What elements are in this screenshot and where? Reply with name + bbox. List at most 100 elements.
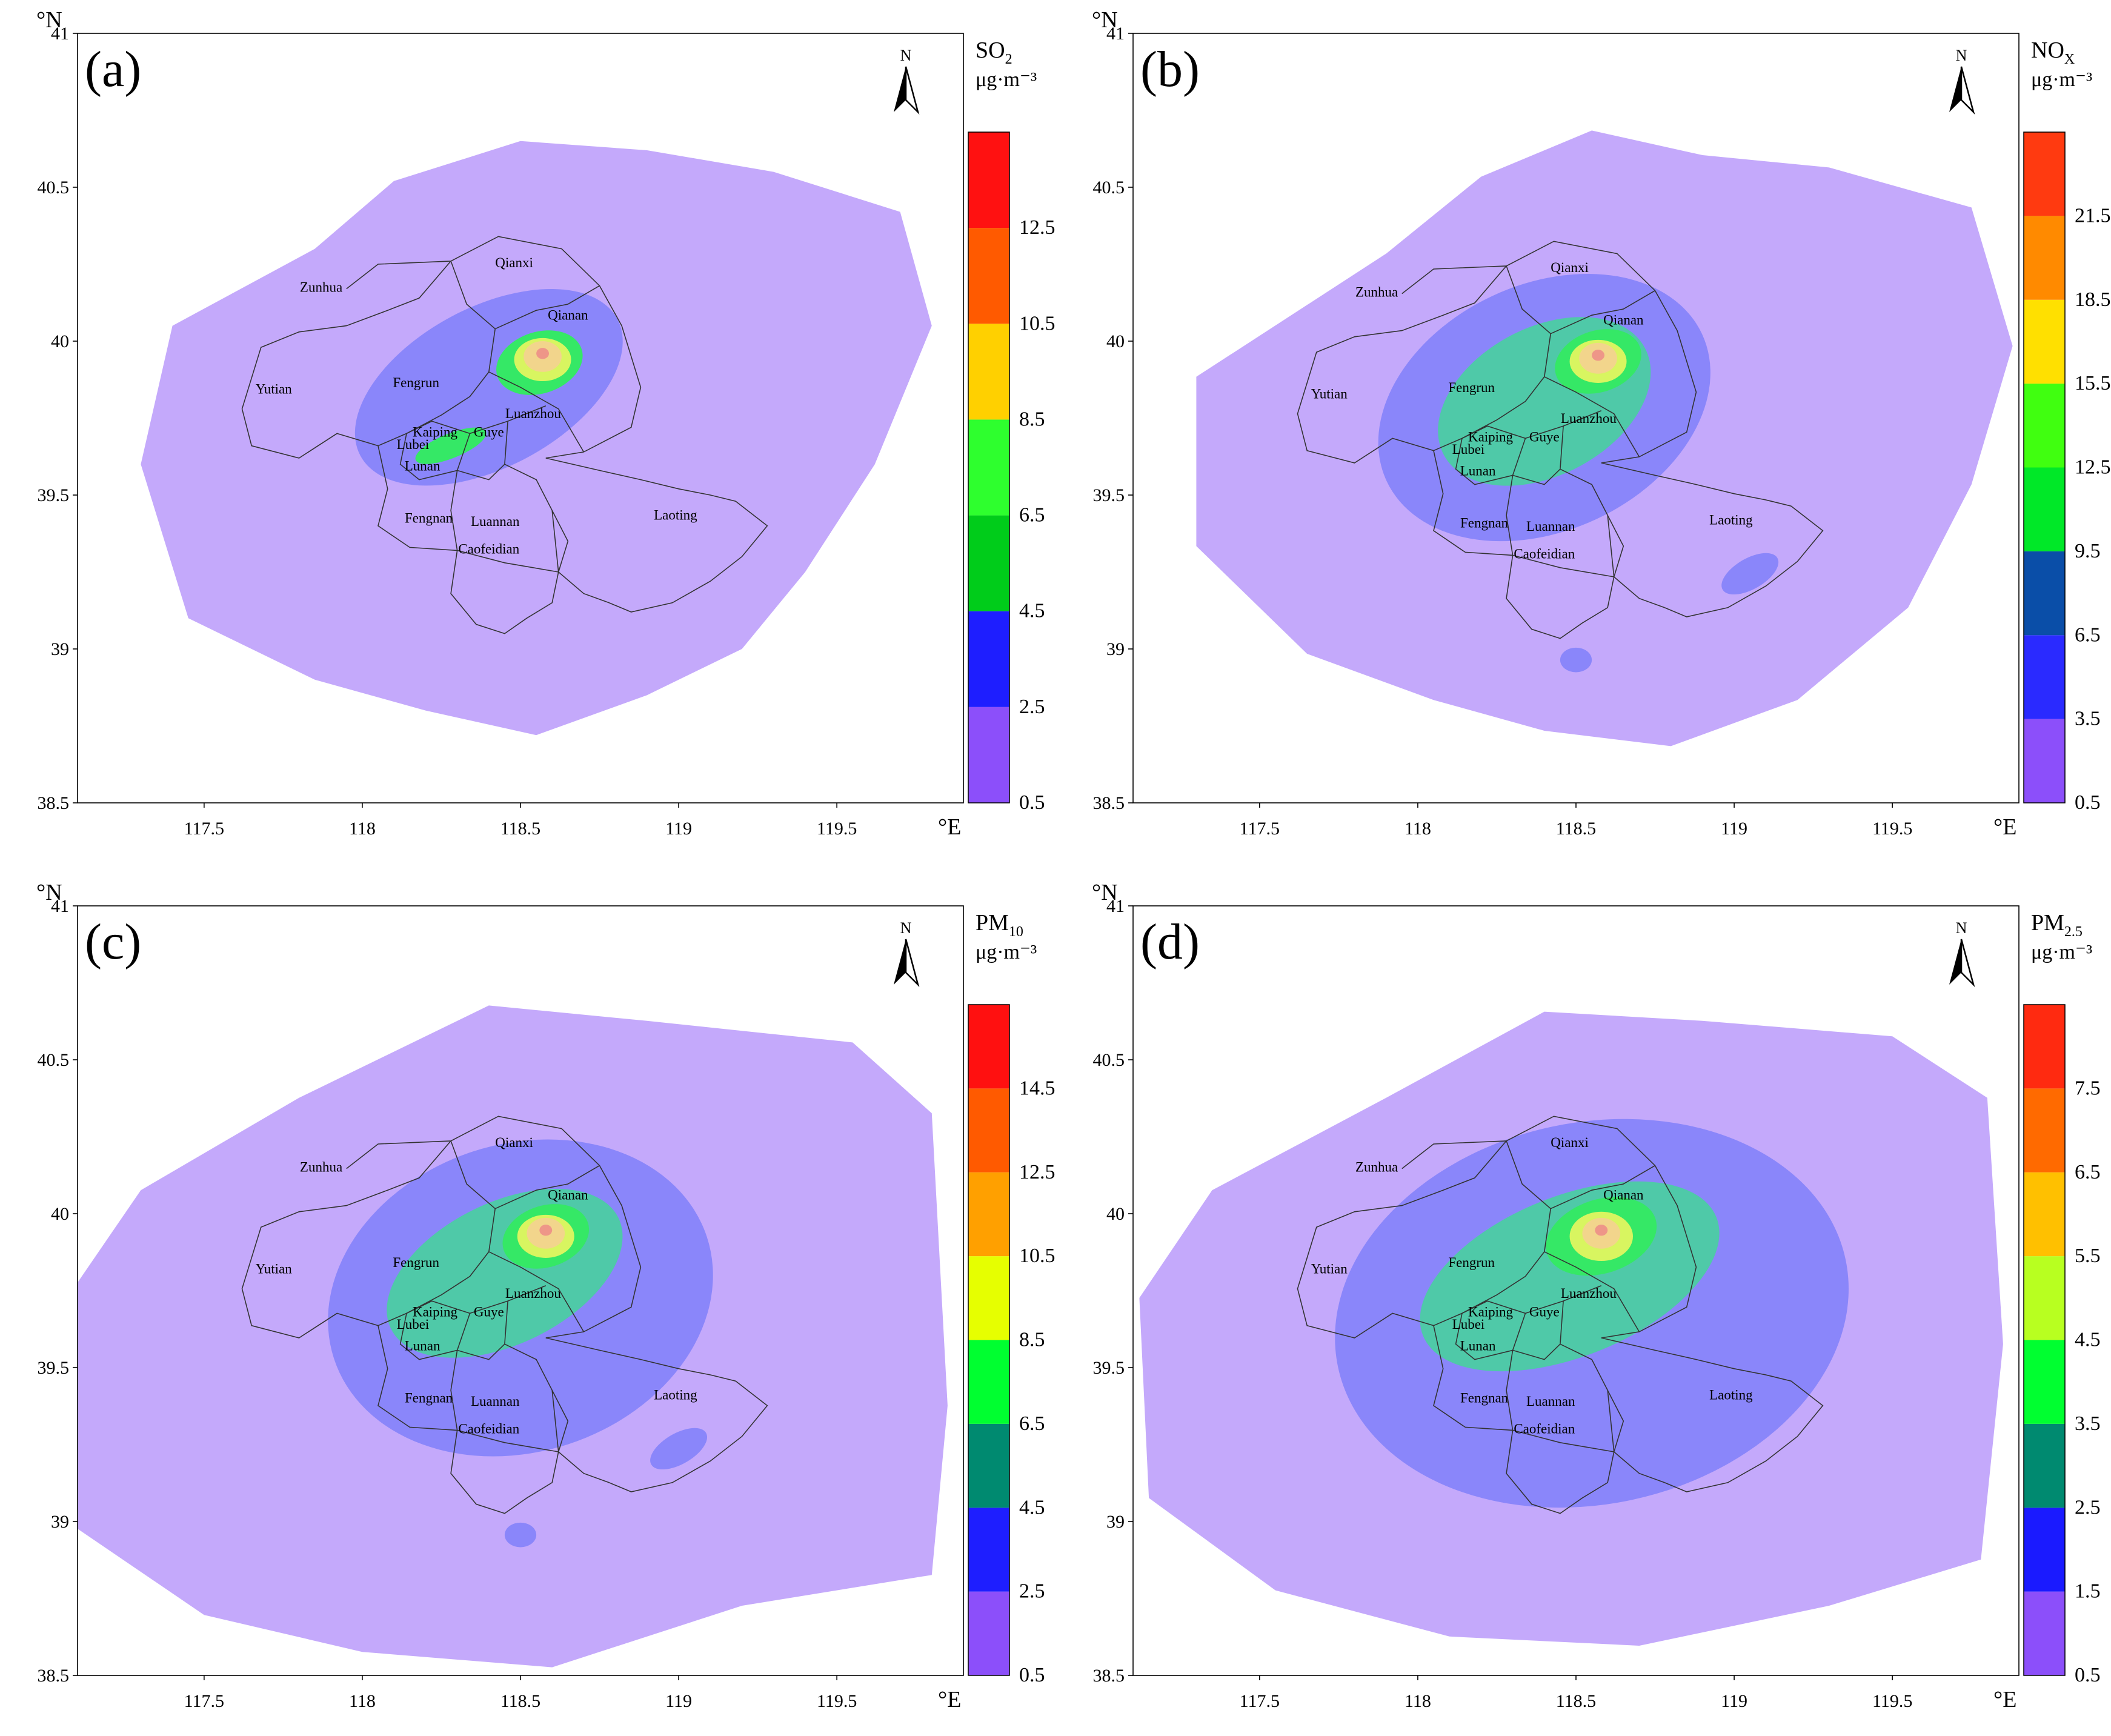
legend-value: 1.5 xyxy=(2075,1580,2101,1603)
legend-value: 4.5 xyxy=(1019,1496,1045,1518)
legend-value: 12.5 xyxy=(2075,456,2111,479)
legend-value: 14.5 xyxy=(1019,1077,1056,1099)
legend-swatch xyxy=(968,1340,1009,1424)
district-label-guye: Guye xyxy=(1529,429,1560,444)
north-arrow-icon: N xyxy=(894,47,920,115)
lat-tick-label: 40.5 xyxy=(1093,1050,1125,1070)
district-label-qianan: Qianan xyxy=(1603,1187,1644,1202)
district-boundary xyxy=(406,1285,547,1314)
legend-swatch xyxy=(2024,1005,2065,1089)
district-label-fengnan: Fengnan xyxy=(1460,516,1509,531)
legend-value: 0.5 xyxy=(1019,791,1045,814)
district-boundary xyxy=(494,1165,600,1209)
lon-tick-label: 118.5 xyxy=(1556,1691,1596,1711)
legend-value: 18.5 xyxy=(2075,288,2111,311)
district-label-zunhua: Zunhua xyxy=(300,280,342,295)
legend-swatch xyxy=(968,228,1009,324)
legend-value: 6.5 xyxy=(1019,1412,1045,1435)
legend-frame xyxy=(968,1004,1010,1676)
lat-tick-label: 40.5 xyxy=(38,178,70,198)
legend-swatch xyxy=(2024,1591,2065,1675)
district-label-zunhua: Zunhua xyxy=(300,1160,342,1175)
district-boundary xyxy=(399,433,471,481)
district-label-lubei: Lubei xyxy=(397,437,430,452)
district-label-kaiping: Kaiping xyxy=(1468,429,1514,444)
legend-swatch xyxy=(2024,1340,2065,1424)
district-label-zunhua: Zunhua xyxy=(1355,285,1398,300)
lat-tick-label: 40 xyxy=(1106,331,1125,351)
north-arrow-icon: N xyxy=(1949,919,1975,988)
district-label-qianxi: Qianxi xyxy=(495,1135,533,1150)
district-label-kaiping: Kaiping xyxy=(413,424,458,439)
lat-tick-label: 41 xyxy=(1106,896,1125,916)
panel-label: (c) xyxy=(85,914,141,970)
north-arrow-icon: N xyxy=(1949,47,1975,115)
district-boundary xyxy=(1297,265,1552,464)
district-label-qianxi: Qianxi xyxy=(1551,1135,1589,1150)
district-label-qianxi: Qianxi xyxy=(495,255,533,270)
district-label-caofeidian: Caofeidian xyxy=(458,1422,519,1437)
legend-value: 10.5 xyxy=(1019,1245,1056,1267)
map-a: Qianxi Zunhua Qianan Fengrun Yutian Luanzhou K… xyxy=(36,7,1056,840)
lon-unit: °E xyxy=(938,1687,961,1712)
district-boundary xyxy=(494,285,600,330)
district-boundary xyxy=(1601,462,1824,617)
lon-unit: °E xyxy=(938,814,961,840)
lon-tick-label: 119.5 xyxy=(1872,819,1912,839)
district-boundary xyxy=(1544,1251,1640,1332)
district-boundary xyxy=(551,510,569,573)
district-boundary xyxy=(450,1350,559,1514)
contour-zone2 xyxy=(1721,553,1779,595)
legend-unit: μg·m⁻³ xyxy=(976,68,1037,91)
legend-frame xyxy=(2023,131,2066,803)
district-boundary xyxy=(241,261,496,459)
legend-unit: μg·m⁻³ xyxy=(2031,68,2092,91)
legend-value: 6.5 xyxy=(2075,624,2101,646)
legend-swatch xyxy=(968,419,1009,516)
lat-tick-label: 40 xyxy=(51,331,69,351)
district-label-luannan: Luannan xyxy=(1526,1394,1575,1409)
district-label-yutian: Yutian xyxy=(1311,386,1348,401)
lon-tick-label: 118 xyxy=(349,819,376,839)
lat-unit: °N xyxy=(1092,880,1118,905)
lat-tick-label: 39 xyxy=(51,1512,69,1532)
lat-tick-label: 39 xyxy=(1106,1512,1125,1532)
legend-swatch xyxy=(2024,1088,2065,1172)
district-label-yutian: Yutian xyxy=(256,1261,293,1276)
legend-title: NOX xyxy=(2031,38,2075,67)
contour-zone2 xyxy=(504,1522,537,1548)
legend-value: 21.5 xyxy=(2075,204,2111,227)
district-label-fengrun: Fengrun xyxy=(393,375,439,390)
district-label-fengrun: Fengrun xyxy=(1448,380,1495,395)
district-label-kaiping: Kaiping xyxy=(413,1304,458,1319)
district-boundary xyxy=(488,1251,585,1332)
panel-label: (a) xyxy=(85,41,141,98)
legend-value: 5.5 xyxy=(2075,1245,2101,1267)
district-label-luannan: Luannan xyxy=(1526,519,1575,534)
legend-swatch xyxy=(968,1508,1009,1592)
district-boundary xyxy=(1512,426,1564,485)
lat-unit: °N xyxy=(36,880,62,905)
lon-tick-label: 117.5 xyxy=(1240,819,1280,839)
lat-tick-label: 38.5 xyxy=(1093,1666,1125,1686)
district-label-luannan: Luannan xyxy=(471,514,520,529)
legend-swatch xyxy=(968,324,1009,420)
legend-value: 6.5 xyxy=(2075,1161,2101,1183)
legend-swatch xyxy=(968,611,1009,707)
legend-swatch xyxy=(968,132,1009,228)
lon-tick-label: 117.5 xyxy=(184,1691,224,1711)
legend-swatch xyxy=(968,1172,1009,1257)
lon-tick-label: 119 xyxy=(1721,819,1747,839)
lon-unit: °E xyxy=(1993,1687,2016,1712)
contour-zone2 xyxy=(650,1428,708,1470)
district-label-zunhua: Zunhua xyxy=(1355,1160,1398,1175)
north-arrow-icon: N xyxy=(894,919,920,988)
legend-swatch xyxy=(968,1591,1009,1675)
panel-label: (b) xyxy=(1140,41,1200,98)
legend-swatch xyxy=(2024,551,2065,636)
district-label-fengrun: Fengrun xyxy=(393,1255,439,1270)
lon-unit: °E xyxy=(1993,814,2016,840)
district-boundary xyxy=(377,1325,559,1452)
contour-zone2 xyxy=(1560,647,1592,673)
district-label-fengnan: Fengnan xyxy=(405,511,453,526)
